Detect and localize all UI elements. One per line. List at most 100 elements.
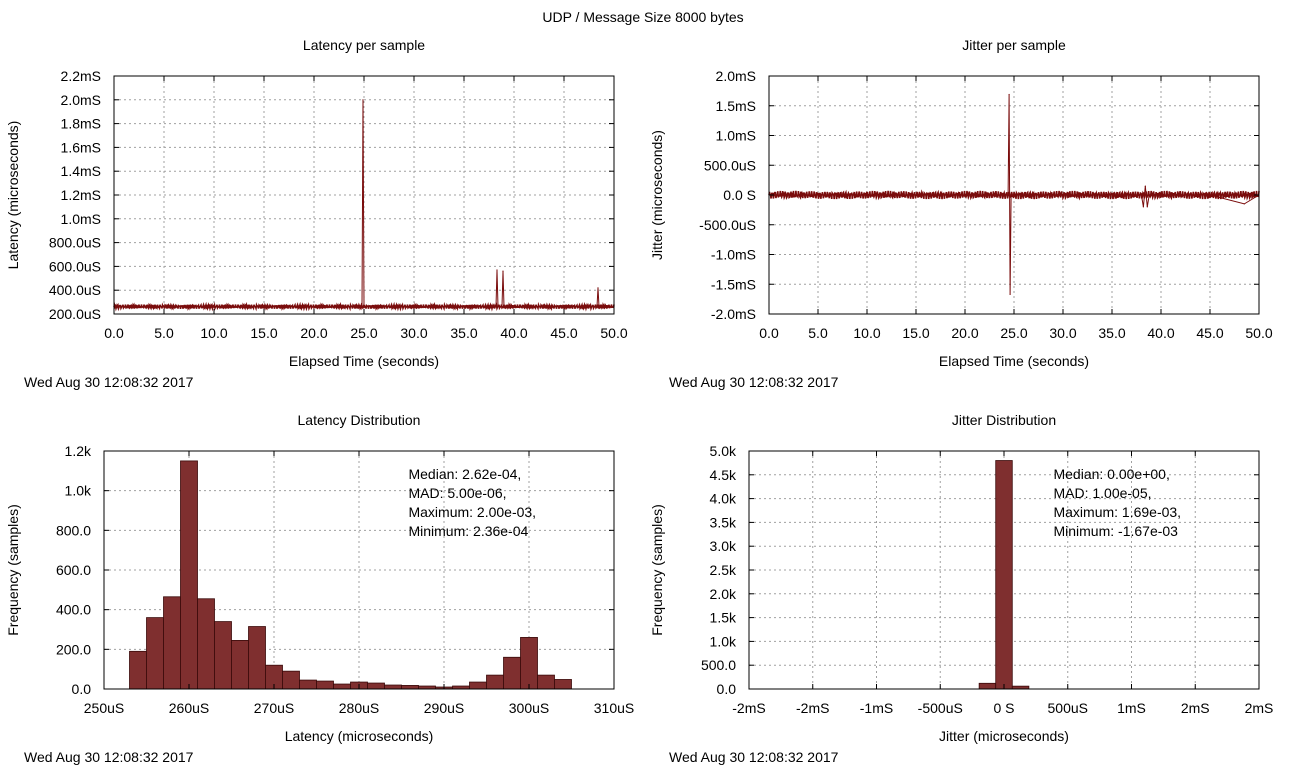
x-tick-label: 35.0 [1098,325,1125,341]
data-point [495,306,497,308]
histogram-bar [316,680,334,690]
histogram-bar [282,670,300,690]
y-tick-label: 0.0 S [723,187,756,203]
y-tick-label: 200.0 [56,641,91,657]
x-tick-label: 20.0 [300,325,327,341]
y-axis-label: Latency (microseconds) [5,121,21,270]
data-point [1209,194,1211,196]
y-tick-label: 4.0k [710,491,737,507]
data-point [1142,206,1144,208]
x-tick-label: 250uS [84,700,124,716]
x-tick-label: 2mS [1245,700,1274,716]
y-tick-label: 3.5k [710,514,737,530]
x-tick-label: 15.0 [250,325,277,341]
histogram-bar [248,626,266,690]
x-tick-label: 2mS [1181,700,1210,716]
x-tick-label: 5.0 [154,325,174,341]
y-tick-label: 400.0 [56,602,91,618]
timestamp-footer: Wed Aug 30 12:08:32 2017 [24,749,194,765]
y-axis-label: Frequency (samples) [649,504,665,636]
data-point [597,287,599,289]
chart-title: Jitter Distribution [952,412,1056,428]
x-tick-label: -500uS [918,700,963,716]
x-tick-label: 290uS [424,700,464,716]
data-point [503,306,505,308]
histogram-bar [180,460,198,690]
x-tick-label: 15.0 [902,325,929,341]
stats-annotation: Maximum: 1.69e-03, [1053,504,1181,520]
chart-panel-jitter_per_sample: Jitter per sample 0.0 5.0 10.0 15.0 20.0 25.0 3… [649,37,1273,390]
histogram-bar [163,596,181,690]
data-point [361,306,363,308]
y-tick-label: -500.0uS [699,217,756,233]
y-tick-label: 1.8mS [61,116,101,132]
y-tick-label: 400.0uS [49,282,101,298]
y-tick-label: 0.0 [72,681,92,697]
data-point [313,306,315,308]
stats-annotation: Median: 2.62e-04, [408,466,521,482]
histogram-bar [129,650,147,690]
x-tick-label: 0.0 [759,325,779,341]
histogram-bar [401,685,419,690]
chart-panel-latency_per_sample: Latency per sample 0.0 5.0 10.0 15.0 20.0 25.0… [5,37,628,390]
stats-annotation: Minimum: 2.36e-04 [408,523,528,539]
x-tick-label: 0.0 [104,325,124,341]
x-tick-label: 45.0 [550,325,577,341]
x-tick-label: 310uS [594,700,634,716]
y-tick-label: 1.6mS [61,139,101,155]
x-tick-label: -2mS [732,700,765,716]
y-tick-label: 4.5k [710,467,737,483]
y-tick-label: 800.0 [56,522,91,538]
y-tick-label: 2.5k [710,562,737,578]
data-point [501,306,503,308]
y-tick-label: 2.0mS [716,68,756,84]
y-tick-label: 1.0k [710,633,737,649]
x-tick-label: 5.0 [808,325,828,341]
histogram-bar [978,682,997,690]
y-tick-label: 5.0k [710,443,737,459]
x-tick-label: 10.0 [853,325,880,341]
histogram-bar [197,598,215,690]
data-point [563,306,565,308]
histogram-bar [503,656,521,690]
x-tick-label: 50.0 [1245,325,1272,341]
x-tick-label: 20.0 [951,325,978,341]
y-tick-label: 2.0k [710,586,737,602]
series-line [114,99,614,308]
x-axis-label: Elapsed Time (seconds) [939,353,1089,369]
data-point [263,306,265,308]
y-tick-label: 1.2k [65,443,92,459]
histogram-bar [520,637,538,690]
chart-title: Latency per sample [303,37,425,53]
x-axis-label: Latency (microseconds) [285,728,434,744]
data-point [1146,206,1148,208]
x-tick-label: 280uS [339,700,379,716]
histogram-bar [469,681,487,690]
histogram-bar [486,674,504,690]
histogram-bar [384,684,402,690]
chart-panel-latency_distribution: Latency Distribution 250uS 260uS 270uS 280uS… [5,412,634,765]
x-tick-label: -1mS [860,700,893,716]
x-axis-label: Jitter (microseconds) [939,728,1069,744]
y-axis-label: Frequency (samples) [5,504,21,636]
data-point [1010,194,1012,196]
stats-annotation: MAD: 5.00e-06, [408,485,506,501]
histogram-bar [214,621,232,690]
x-tick-label: 300uS [509,700,549,716]
y-tick-label: 1.2mS [61,187,101,203]
stats-annotation: Minimum: -1.67e-03 [1053,523,1178,539]
data-point [1144,185,1146,187]
y-tick-label: -2.0mS [711,306,756,322]
data-point [1243,203,1245,205]
y-tick-label: 1.4mS [61,163,101,179]
data-point [362,99,364,101]
data-point [213,305,215,308]
x-tick-label: 45.0 [1196,325,1223,341]
x-tick-label: 500uS [1048,700,1088,716]
x-tick-label: 1mS [1117,700,1146,716]
x-tick-label: 35.0 [450,325,477,341]
y-tick-label: 2.2mS [61,68,101,84]
histogram-bar [367,682,385,690]
stats-annotation: Maximum: 2.00e-03, [408,504,536,520]
y-tick-label: 1.0mS [61,211,101,227]
